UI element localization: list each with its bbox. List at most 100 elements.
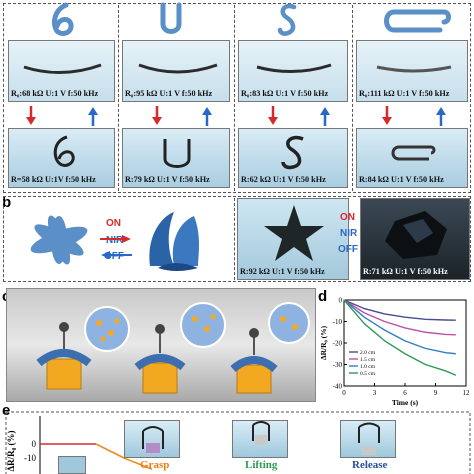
y-tick-label: 0 — [339, 297, 343, 305]
blue-arrow-up-icon — [200, 106, 214, 131]
shape-c-icon — [384, 9, 451, 33]
y-axis-label: ΔR/R₀ (%) — [319, 325, 328, 360]
shape-u-icon — [160, 2, 182, 34]
star-closed-photo: R:71 kΩ U:1 V f:50 kHz — [360, 198, 470, 280]
resistance-change-chart: 0 3 6 9 12 0 -10 -20 -30 -40 Time (s) ΔR/R₀ (%) 2.0 … — [319, 297, 471, 408]
x-tick-label: 0 — [342, 389, 346, 397]
blue-arrow-up-icon — [434, 106, 448, 131]
shape-c-formed-photo: R:84 kΩ U:1 V f:50 kHz — [356, 128, 468, 188]
star-closed-icon — [385, 211, 447, 259]
shape-6-formed-photo: R=58 kΩ U:1V f:50 kHz — [8, 128, 115, 188]
panel-e-frame — [5, 411, 471, 474]
shape-c-flat-photo: R₀:111 kΩ U:1 V f:50 kHz — [356, 40, 468, 102]
legend-entry: 0.5 cm — [360, 371, 376, 377]
x-tick-label: 6 — [403, 389, 407, 397]
off-arrow-left-icon — [100, 246, 132, 264]
shape-6-bottom-caption: R=58 kΩ U:1V f:50 kHz — [11, 175, 96, 184]
on-label: ON — [106, 218, 121, 229]
y-tick-label: 0 — [32, 439, 37, 449]
shape-6-flat-photo: R₀:68 kΩ U:1 V f:50 kHz — [8, 40, 115, 102]
red-arrow-down-icon — [150, 106, 164, 131]
panel-a-frame — [3, 3, 471, 193]
flower-flat-icon — [14, 210, 104, 275]
shape-glyph-s — [274, 2, 304, 38]
y-tick-label: -10 — [24, 453, 36, 463]
y-tick-label: -30 — [333, 361, 343, 369]
star-flat-photo: R:92 kΩ U:1 V f:50 kHz — [237, 198, 349, 280]
series-line-0 — [343, 299, 456, 321]
y-tick-label: -40 — [333, 383, 343, 391]
shape-u-formed-photo: R:79 kΩ U:1 V f:50 kHz — [122, 128, 230, 188]
formed-s-icon — [281, 135, 304, 170]
formed-6-icon — [53, 135, 75, 167]
panel-b-letter: b — [2, 194, 12, 211]
lifting-label: Lifting — [245, 459, 278, 471]
shape-s-icon — [277, 3, 297, 36]
x-tick-label: 3 — [373, 389, 377, 397]
gripper-grasp-icon — [142, 426, 164, 453]
shape-u-flat-photo: R₀:95 kΩ U:1 V f:50 kHz — [122, 40, 230, 102]
red-arrow-down-icon — [24, 106, 38, 131]
shape-u-bottom-caption: R:79 kΩ U:1 V f:50 kHz — [125, 175, 210, 184]
shape-s-top-caption: R₀:83 kΩ U:1 V f:50 kHz — [241, 89, 329, 98]
grasp-start-photo — [58, 456, 86, 474]
shape-c-top-caption: R₀:111 kΩ U:1 V f:50 kHz — [359, 89, 450, 98]
gripper-render — [6, 288, 316, 402]
star-icon — [264, 205, 324, 261]
red-arrow-down-icon — [380, 106, 394, 131]
release-label: Release — [352, 459, 388, 471]
shape-s-formed-photo: R:62 kΩ U:1 V f:50 kHz — [238, 128, 348, 188]
column-divider — [118, 5, 119, 191]
legend-entry: 1.5 cm — [360, 357, 376, 363]
shape-s-flat-photo: R₀:83 kΩ U:1 V f:50 kHz — [238, 40, 348, 102]
shape-glyph-6 — [48, 2, 78, 38]
off-label: OFF — [104, 251, 124, 262]
x-tick-label: 12 — [463, 389, 471, 397]
legend-entry: 2.0 cm — [360, 350, 376, 356]
strip-icon — [376, 65, 452, 73]
series-line-2 — [343, 299, 456, 355]
grasp-lift-release-chart: 0 -10 ΔR/R₀ (%) — [5, 411, 471, 474]
shape-glyph-c — [378, 4, 458, 34]
panel-b-frame — [3, 196, 471, 282]
strip-icon — [256, 63, 332, 74]
x-axis-label: Time (s) — [392, 398, 419, 407]
grasp-label: Grasp — [140, 459, 170, 471]
column-divider — [352, 5, 353, 191]
shape-6-icon — [51, 2, 74, 36]
formed-c-icon — [391, 145, 436, 161]
gripper-scene-icon — [36, 302, 310, 394]
star-flat-caption: R:92 kΩ U:1 V f:50 kHz — [240, 267, 325, 276]
column-divider — [234, 5, 235, 191]
series-line-1 — [343, 299, 456, 336]
shape-glyph-u — [156, 2, 186, 38]
grasp-photo — [124, 420, 180, 458]
strip-icon — [138, 63, 218, 74]
nir-label: NIR — [340, 228, 358, 239]
shape-6-top-caption: R₀:68 kΩ U:1 V f:50 kHz — [11, 89, 99, 98]
y-tick-label: -10 — [333, 318, 343, 326]
shape-c-bottom-caption: R:84 kΩ U:1 V f:50 kHz — [359, 175, 444, 184]
shape-u-top-caption: R₀:95 kΩ U:1 V f:50 kHz — [125, 89, 213, 98]
formed-u-icon — [163, 139, 191, 168]
shape-s-bottom-caption: R:62 kΩ U:1 V f:50 kHz — [241, 175, 326, 184]
release-photo — [340, 420, 396, 458]
on-arrow-right-icon — [100, 230, 132, 248]
strip-icon — [23, 63, 102, 75]
panel-e-letter: e — [2, 402, 11, 419]
on-label: ON — [340, 212, 355, 223]
lifting-photo — [232, 420, 288, 458]
legend-entry: 1.0 cm — [360, 364, 376, 370]
gripper-lift-icon — [252, 421, 270, 445]
red-arrow-down-icon — [266, 106, 280, 131]
gripper-release-icon — [358, 422, 380, 455]
x-tick-label: 9 — [434, 389, 438, 397]
blue-arrow-up-icon — [86, 106, 100, 131]
flower-closed-icon — [140, 206, 210, 281]
nir-label: NIR — [106, 235, 124, 246]
strip-series-1 — [95, 443, 153, 470]
blue-arrow-up-icon — [318, 106, 332, 131]
series-line-3 — [343, 299, 457, 376]
y-axis-label: ΔR/R₀ (%) — [6, 430, 16, 471]
panel-b-divider — [234, 198, 235, 280]
